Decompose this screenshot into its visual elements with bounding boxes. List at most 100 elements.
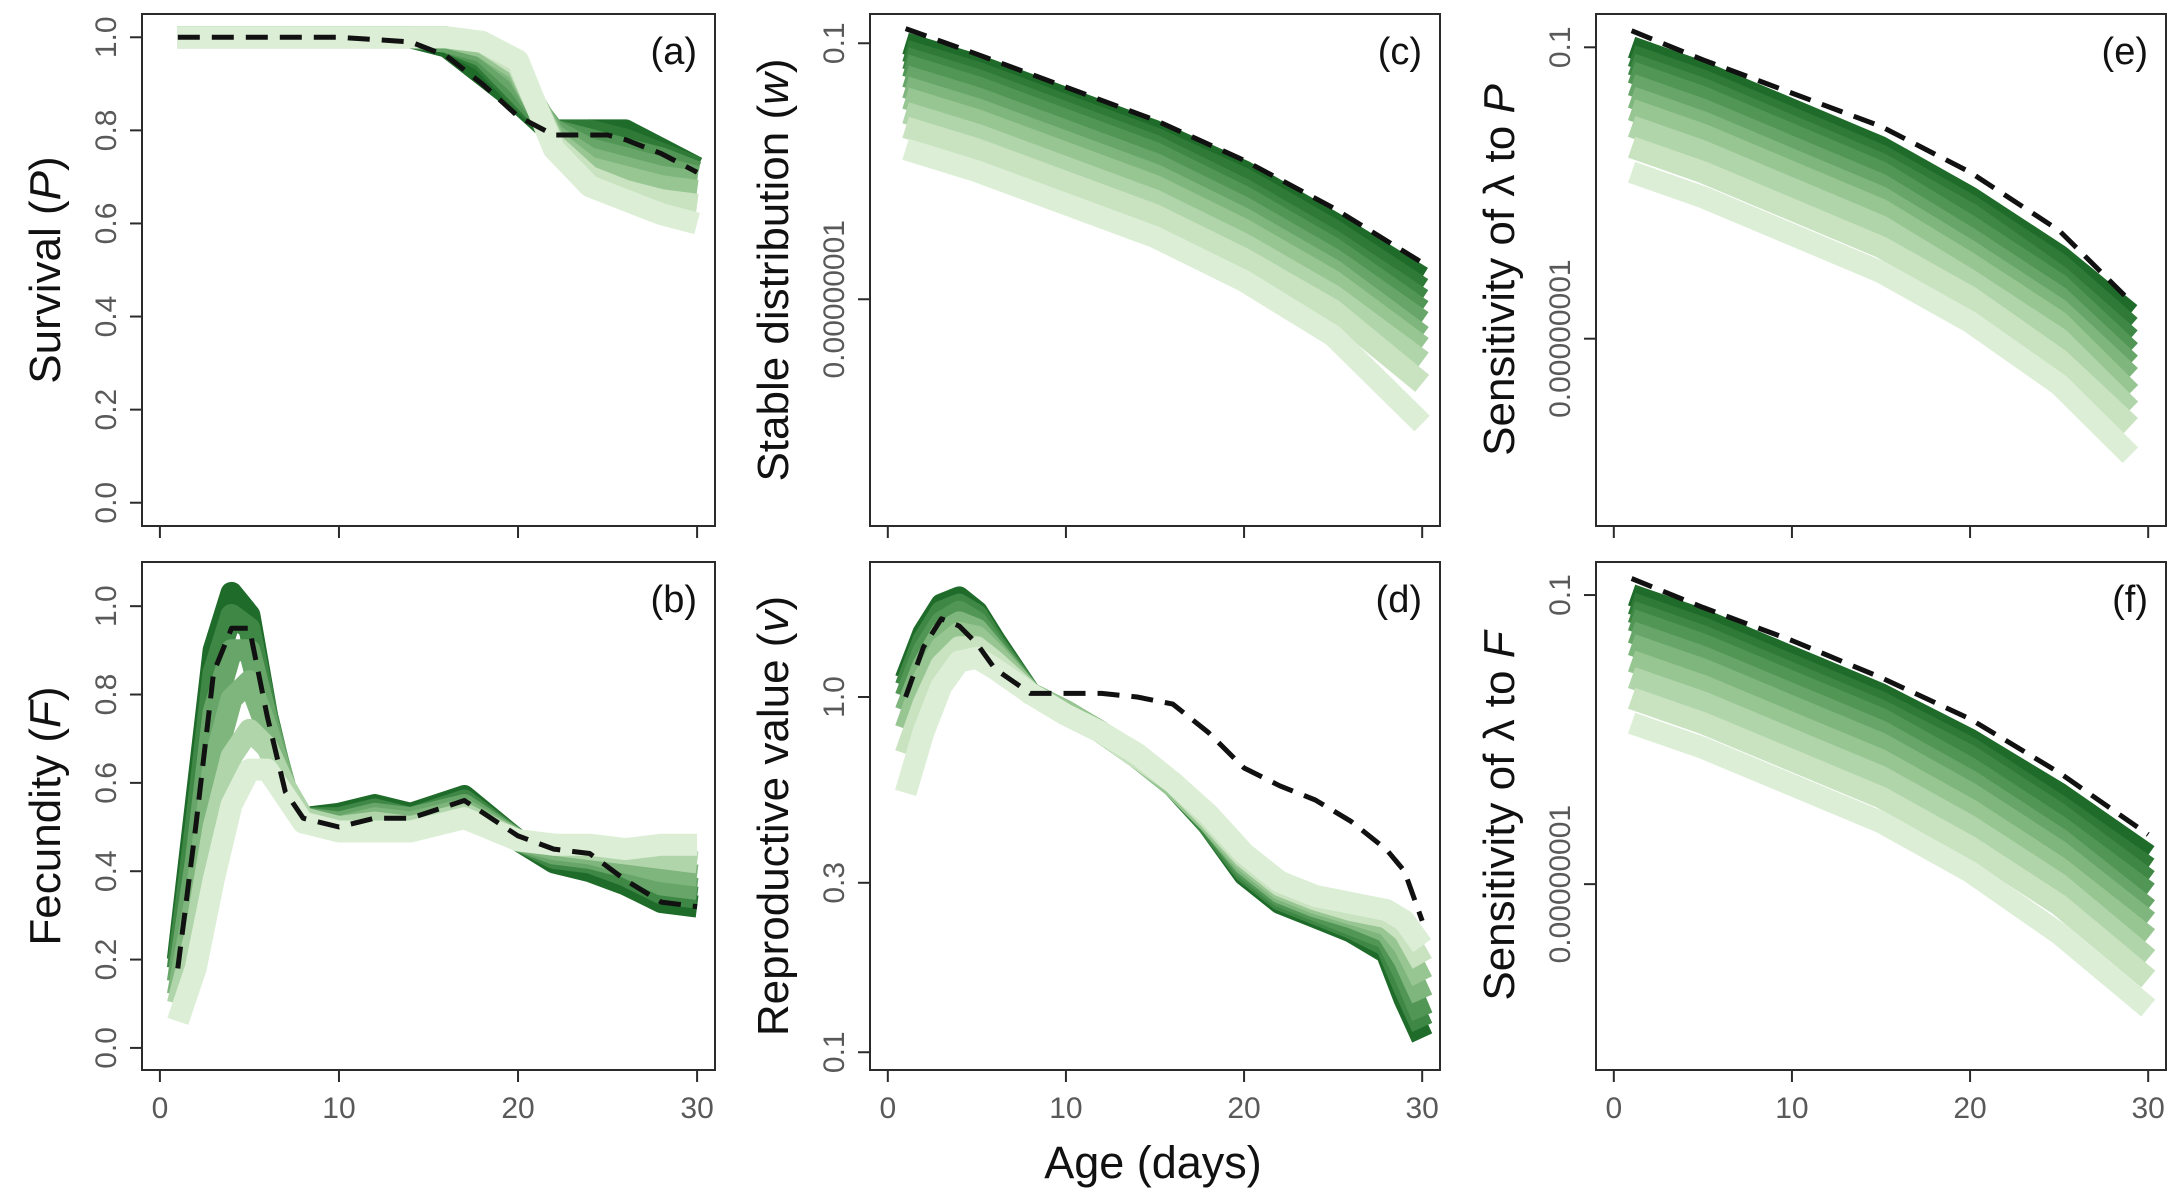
x-tick-label-d-3: 30 [1406,1092,1439,1125]
y-axis-title-sep-a: ( [21,200,70,227]
y-axis-title-sep-d: ( [749,632,798,659]
series-line-b-6 [167,758,698,1025]
y-axis-title-text-c: Stable distribution [749,132,798,482]
plot-area-b [166,581,699,1025]
y-axis-title-text-b: Fecundity [21,755,70,946]
y-tick-label-a-1: 0.2 [90,389,123,431]
y-axis-title-symbol-b: F [21,699,70,728]
y-axis-title-text-f: Sensitivity of λ to [1475,670,1524,1000]
y-axis-title-e: Sensitivity of λ to P [1475,83,1524,455]
panel-label-e: (e) [2102,31,2148,73]
y-tick-label-a-5: 1.0 [90,16,123,58]
x-tick-label-f-1: 10 [1775,1092,1808,1125]
y-axis-title-sep-b: ( [21,728,70,755]
panel-a: 0.0 0.2 0.4 0.6 0.8 1.0 Survival (P) (a) [21,13,716,538]
y-axis-title-symbol-e: P [1475,83,1524,113]
y-axis-title-close-a: ) [21,156,70,171]
plot-area-c [902,26,1430,432]
panel-label-f: (f) [2112,579,2148,621]
dashed-line-b [175,625,698,969]
y-axis-title-a: Survival (P) [21,156,70,383]
y-axis-title-text-e: Sensitivity of λ to [1475,126,1524,456]
y-tick-label-b-5: 1.0 [90,585,123,627]
y-tick-label-f-1: 0.00000001 [1544,805,1577,964]
y-tick-label-a-0: 0.0 [90,482,123,524]
x-tick-label-d-1: 10 [1049,1092,1082,1125]
x-tick-label-d-2: 20 [1227,1092,1260,1125]
x-tick-label-b-1: 10 [322,1092,355,1125]
y-axis-title-symbol-d: v [749,608,798,633]
series-line-f-8 [1627,667,2156,967]
panel-b: 0 10 20 30 0.0 0.2 0.4 0.6 0.8 1.0 Fecundity (F) (b… [21,561,716,1125]
series-line-c-10 [902,138,1430,432]
series-line-f-6 [1627,634,2156,930]
frame-b [141,561,716,1071]
series-line-d-4 [895,611,1433,1004]
shared-x-axis-title: Age (days) [1044,1137,1262,1188]
x-tick-label-b-0: 0 [152,1092,169,1125]
y-axis-title-sep-e [1475,113,1524,125]
series-line-f-7 [1627,650,2156,947]
series-line-e-7 [1627,99,2139,401]
y-axis-title-symbol-c: w [749,70,798,105]
frame-e [1595,13,2167,527]
series-line-d-6 [895,636,1432,969]
y-tick-label-a-4: 0.8 [90,110,123,152]
frame-f [1595,561,2167,1071]
panel-label-c: (c) [1378,31,1422,73]
frame-a [141,13,716,527]
y-tick-label-f-0: 0.1 [1544,574,1577,616]
y-tick-label-d-1: 0.3 [818,862,851,904]
panel-e: 0.1 0.00000001 Sensitivity of λ to P (e) [1475,13,2167,538]
y-tick-label-c-0: 0.1 [818,22,851,64]
panel-d: 0 10 20 30 1.0 0.3 0.1 Reproductive value (v) (d… [749,561,1441,1125]
panel-f: 0 10 20 30 0.1 0.00000001 Sensitivity of λ to … [1475,561,2167,1125]
frame-d [869,561,1441,1071]
y-axis-title-close-d: ) [749,596,798,611]
dashed-line-a [177,34,699,175]
y-axis-title-text-d: Reproductive value [749,659,798,1036]
y-tick-label-b-0: 0.0 [90,1027,123,1069]
y-axis-title-f: Sensitivity of λ to F [1475,629,1524,1000]
series-line-a-6 [177,26,699,202]
y-axis-title-symbol-a: P [21,170,70,200]
series-line-e-10 [1627,161,2139,464]
panel-label-d: (d) [1376,579,1422,621]
y-tick-label-a-2: 0.4 [90,296,123,338]
series-line-d-7 [895,646,1432,953]
y-axis-title-close-c: ) [749,58,798,73]
y-tick-label-e-0: 0.1 [1544,26,1577,68]
plot-area-d [895,586,1433,1043]
series-line-c-7 [902,87,1429,356]
y-axis-title-close-b: ) [21,686,70,701]
dashed-line-c [904,26,1424,265]
plot-area-e [1627,28,2139,464]
x-tick-label-f-2: 20 [1953,1092,1986,1125]
y-axis-title-sep-f [1475,658,1524,670]
y-tick-label-d-0: 1.0 [818,676,851,718]
y-tick-label-d-2: 0.1 [818,1031,851,1073]
panel-c: 0.1 0.00000001 Stable distribution (w) (c) [749,13,1441,538]
panel-label-a: (a) [651,31,697,73]
series-line-f-10 [1627,712,2156,1017]
x-tick-label-d-0: 0 [879,1092,896,1125]
y-tick-label-b-4: 0.8 [90,674,123,716]
series-line-a-5 [177,26,699,193]
y-axis-title-b: Fecundity (F) [21,686,70,945]
x-tick-label-b-3: 30 [680,1092,713,1125]
x-tick-label-f-0: 0 [1605,1092,1622,1125]
y-axis-title-c: Stable distribution (w) [749,58,798,481]
series-line-e-8 [1627,116,2139,418]
y-tick-label-b-1: 0.2 [90,939,123,981]
y-axis-title-d: Reproductive value (v) [749,596,798,1036]
y-tick-label-b-2: 0.4 [90,850,123,892]
series-line-f-9 [1627,687,2156,988]
frame-c [869,13,1441,527]
plot-area-a [177,26,703,235]
dashed-line-d [903,616,1425,922]
y-tick-label-b-3: 0.6 [90,762,123,804]
x-tick-label-b-2: 20 [501,1092,534,1125]
y-tick-label-c-1: 0.00000001 [818,220,851,379]
x-tick-label-f-3: 30 [2132,1092,2165,1125]
